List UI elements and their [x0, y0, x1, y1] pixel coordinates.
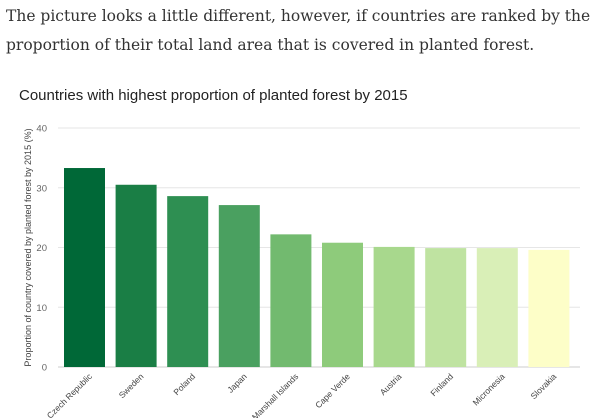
- intro-paragraph: The picture looks a little different, ho…: [6, 7, 591, 54]
- x-category-label: Marshall Islands: [250, 371, 301, 418]
- bar[interactable]: [167, 196, 209, 367]
- x-category-label: Cape Verde: [313, 371, 352, 410]
- bar[interactable]: [270, 234, 312, 367]
- x-category-label: Finland: [428, 371, 455, 398]
- x-category-label: Sweden: [117, 371, 146, 400]
- bars: [64, 168, 570, 367]
- bar[interactable]: [218, 205, 260, 367]
- y-tick-label: 0: [42, 363, 47, 374]
- y-tick-label: 10: [36, 303, 47, 314]
- bar[interactable]: [115, 184, 157, 367]
- x-category-label: Japan: [225, 371, 249, 395]
- x-category-label: Micronesia: [471, 371, 507, 407]
- bar[interactable]: [425, 248, 467, 367]
- x-category-label: Austria: [378, 371, 404, 397]
- bar[interactable]: [528, 249, 570, 367]
- y-tick-label: 20: [36, 243, 47, 254]
- x-category-label: Czech Republic: [45, 371, 95, 418]
- bar[interactable]: [476, 248, 518, 367]
- y-tick-labels: 0 10 20 30 40: [36, 124, 47, 374]
- y-axis-title: Proportion of country covered by planted…: [23, 128, 33, 366]
- bar[interactable]: [322, 242, 363, 367]
- x-category-labels: Czech Republic Sweden Poland Japan Marshall …: [45, 371, 559, 418]
- y-tick-label: 40: [36, 124, 47, 135]
- bar[interactable]: [373, 246, 415, 367]
- x-category-label: Slovakia: [529, 371, 559, 401]
- chart-title: Countries with highest proportion of pla…: [19, 87, 408, 104]
- bar[interactable]: [64, 168, 105, 367]
- x-category-label: Poland: [171, 371, 197, 397]
- y-tick-label: 30: [36, 183, 47, 194]
